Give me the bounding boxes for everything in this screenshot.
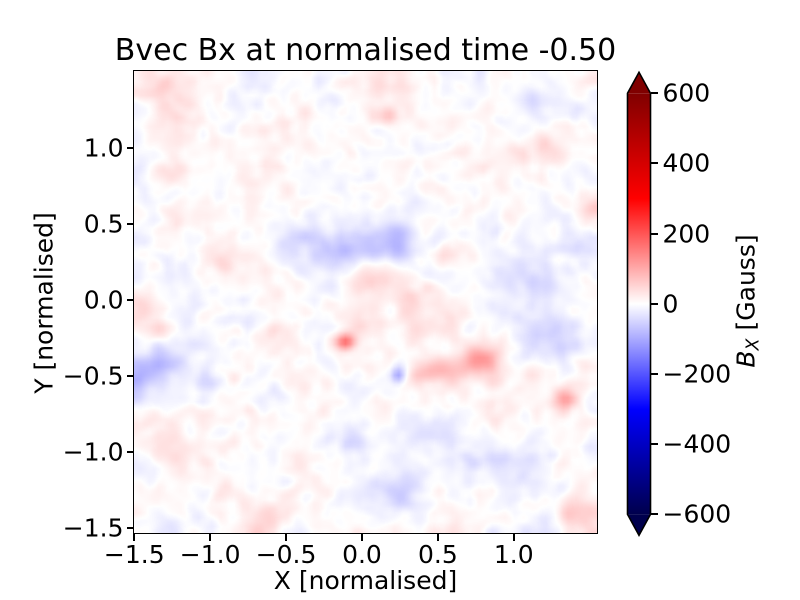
- x-tick-mark: [512, 533, 515, 541]
- colorbar-tick-label: 400: [662, 148, 711, 178]
- x-tick-mark: [436, 533, 439, 541]
- colorbar-tick-label: 0: [662, 289, 679, 319]
- plot-area: [133, 70, 598, 534]
- colorbar-over-arrow: [627, 72, 651, 94]
- x-tick-label: 0.0: [342, 539, 382, 569]
- y-tick-mark: [127, 146, 135, 149]
- heatmap-image: [134, 71, 597, 533]
- x-tick-mark: [133, 533, 136, 541]
- x-tick-label: −1.5: [103, 539, 165, 569]
- colorbar-tick-mark: [650, 162, 658, 165]
- colorbar-tick-label: 200: [662, 219, 711, 249]
- x-tick-mark: [360, 533, 363, 541]
- y-tick-label: −1.5: [62, 513, 124, 543]
- x-tick-label: 1.0: [493, 539, 534, 569]
- colorbar-tick-mark: [650, 92, 658, 95]
- colorbar-under-arrow: [627, 514, 651, 536]
- colorbar-tick-label: −600: [662, 499, 732, 529]
- colorbar-gradient: [627, 93, 651, 515]
- colorbar-tick-label: 600: [662, 78, 711, 108]
- colorbar-tick-label: −400: [662, 429, 732, 459]
- x-tick-mark: [285, 533, 288, 541]
- y-tick-mark: [127, 298, 135, 301]
- y-tick-mark: [127, 222, 135, 225]
- colorbar-tick-label: −200: [662, 359, 732, 389]
- y-tick-label: 0.0: [83, 285, 124, 315]
- x-tick-label: −1.0: [179, 539, 241, 569]
- colorbar-tick-mark: [650, 232, 658, 235]
- colorbar-tick-mark: [650, 372, 658, 375]
- colorbar-tick-mark: [650, 513, 658, 516]
- x-axis-label: X [normalised]: [273, 566, 458, 595]
- y-tick-label: 1.0: [83, 133, 124, 163]
- x-tick-label: 0.5: [417, 539, 458, 569]
- y-tick-label: −0.5: [62, 361, 124, 391]
- colorbar: [626, 70, 652, 537]
- x-tick-label: −0.5: [255, 539, 317, 569]
- y-tick-label: 0.5: [83, 209, 124, 239]
- y-tick-label: −1.0: [62, 437, 124, 467]
- colorbar-tick-mark: [650, 302, 658, 305]
- axes-border: [133, 70, 598, 534]
- y-tick-mark: [127, 450, 135, 453]
- chart-title: Bvec Bx at normalised time -0.50: [114, 33, 617, 68]
- y-tick-mark: [127, 526, 135, 529]
- y-tick-mark: [127, 374, 135, 377]
- colorbar-tick-mark: [650, 443, 658, 446]
- x-tick-mark: [209, 533, 212, 541]
